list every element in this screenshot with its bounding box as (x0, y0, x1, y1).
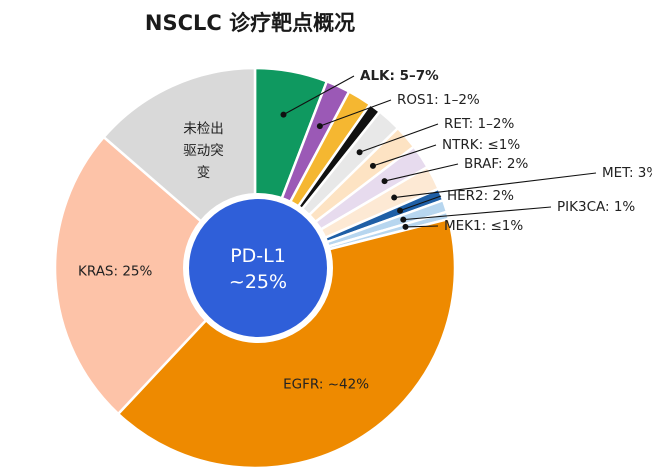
slice-label-pik3ca: HER2: 2% (447, 188, 514, 204)
leader-line-pik3ca (399, 195, 442, 212)
chart-title: NSCLC 诊疗靶点概况 (145, 11, 355, 35)
slice-label-mek1: PIK3CA: 1% (557, 199, 635, 215)
leader-line-met (384, 163, 459, 182)
leader-line-her2 (394, 172, 597, 199)
slice-label-met: BRAF: 2% (464, 156, 528, 172)
slice-label-ros1: ROS1: 1–2% (397, 92, 480, 108)
slice-label-kras: KRAS: 25% (78, 263, 153, 279)
slice-label-braf_band: RET: 1–2% (444, 116, 514, 132)
leader-line-mek1 (403, 206, 552, 221)
slice-label-egfr: EGFR: ~42% (283, 377, 369, 393)
slice-label-braf: NTRK: ≤1% (442, 137, 520, 153)
slice-label-none-2: 变 (197, 165, 211, 181)
slice-labels: ALK: 5–7% ROS1: 1–2% RET: 1–2% NTRK: ≤1% BRA… (78, 68, 652, 393)
center-label-line2: ~25% (229, 271, 287, 293)
leader-line-braf (372, 144, 437, 167)
pie-slice-egfr (116, 217, 457, 470)
slice-label-alk: ALK: 5–7% (360, 68, 439, 84)
center-label-line1: PD-L1 (230, 245, 286, 267)
slice-label-mek1_b: MEK1: ≤1% (444, 218, 523, 234)
center-circle (183, 193, 333, 343)
leader-line-alk (283, 75, 355, 116)
leader-line-ros1 (319, 99, 392, 127)
slice-label-none-1: 驱动突 (183, 143, 224, 159)
slice-label-none-0: 未检出 (183, 121, 224, 137)
leader-line-braf_band (359, 123, 439, 153)
leader-lines (280, 75, 597, 230)
slice-label-her2: MET: 3% (602, 165, 652, 181)
leader-line-mek1_b (405, 225, 439, 228)
pie-slice-kras (53, 135, 257, 416)
